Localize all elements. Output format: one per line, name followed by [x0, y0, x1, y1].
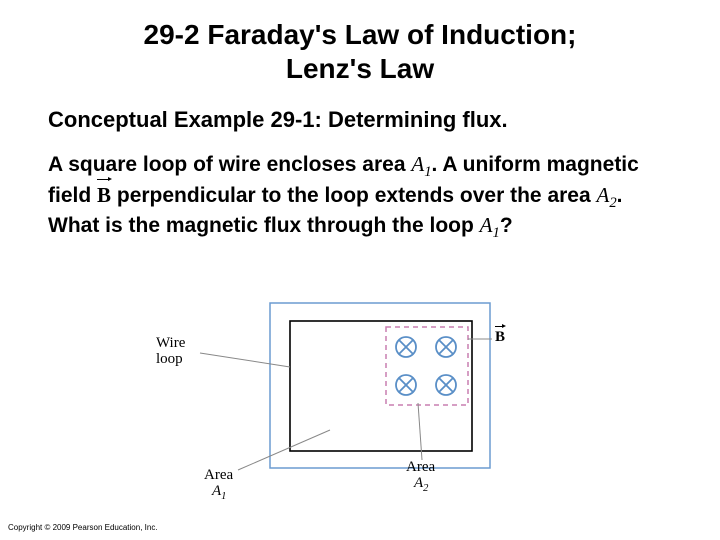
label-loop: loop — [156, 351, 183, 368]
outer-box — [270, 303, 490, 468]
title-line-1: 29-2 Faraday's Law of Induction; — [144, 19, 577, 50]
label-area2-word: Area — [406, 459, 435, 476]
area1b-symbol: A1 — [480, 213, 500, 237]
example-subtitle: Conceptual Example 29-1: Determining flu… — [48, 107, 720, 133]
page-title: 29-2 Faraday's Law of Induction; Lenz's … — [0, 0, 720, 85]
figure-svg — [130, 295, 590, 505]
label-b-vector: B — [495, 329, 505, 346]
b-vector: B — [97, 182, 111, 208]
area1-symbol: A1 — [411, 152, 431, 176]
body-part1: A square loop of wire encloses area — [48, 153, 411, 176]
label-area1-word: Area — [204, 467, 233, 484]
problem-text: A square loop of wire encloses area A1. … — [48, 151, 672, 243]
body-part3: perpendicular to the loop extends over t… — [111, 184, 596, 207]
body-part5: ? — [500, 214, 513, 237]
figure: Wire loop Area A1 Area A2 B — [130, 295, 590, 505]
area2-symbol: A2 — [596, 183, 616, 207]
label-wire: Wire — [156, 335, 185, 352]
copyright-text: Copyright © 2009 Pearson Education, Inc. — [8, 523, 158, 532]
label-area2-sym: A2 — [414, 475, 428, 494]
title-line-2: Lenz's Law — [286, 53, 434, 84]
label-area1-sym: A1 — [212, 483, 226, 502]
